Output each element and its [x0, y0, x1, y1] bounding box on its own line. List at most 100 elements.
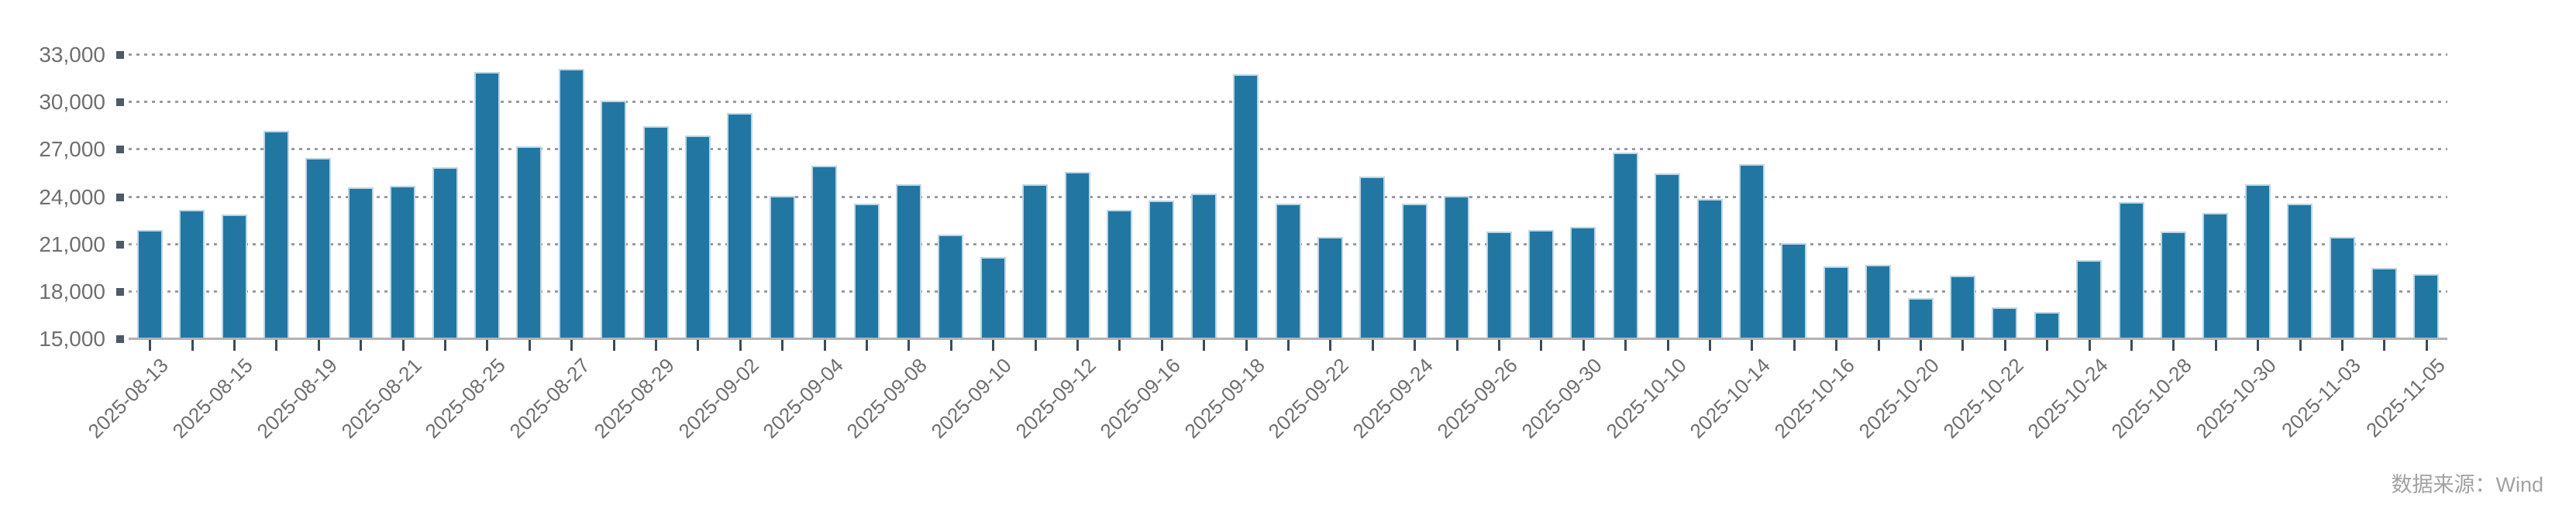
bar[interactable] — [727, 113, 753, 338]
x-axis-tick — [949, 340, 952, 351]
bar[interactable] — [179, 209, 205, 338]
x-axis-date-label: 2025-09-04 — [758, 353, 848, 443]
bar[interactable] — [558, 69, 584, 338]
bar[interactable] — [1949, 276, 1975, 338]
bar[interactable] — [1655, 173, 1681, 338]
x-axis-tick — [907, 340, 911, 351]
bar[interactable] — [1823, 266, 1849, 338]
bar[interactable] — [2329, 236, 2355, 338]
x-axis-tick — [655, 340, 657, 351]
x-axis-tick — [2299, 340, 2302, 351]
y-axis-tick-label: 24,000 — [39, 184, 105, 209]
x-axis-tick — [2172, 340, 2175, 351]
x-axis-tick — [1245, 340, 1248, 351]
bar[interactable] — [2118, 201, 2144, 338]
x-axis-tick — [866, 340, 868, 351]
bar[interactable] — [2244, 184, 2271, 338]
x-axis-tick — [1793, 340, 1796, 351]
x-axis-tick — [1709, 340, 1711, 351]
bar[interactable] — [1275, 203, 1301, 338]
x-axis-tick — [1076, 340, 1079, 351]
bar[interactable] — [1359, 177, 1386, 338]
bar[interactable] — [1865, 265, 1892, 338]
x-axis-date-label: 2025-09-22 — [1263, 353, 1354, 443]
x-axis-date-label: 2025-10-20 — [1854, 353, 1944, 443]
x-axis-tick — [360, 340, 363, 351]
x-axis-tick — [1287, 340, 1290, 351]
bar[interactable] — [2034, 312, 2060, 338]
bar[interactable] — [684, 136, 711, 338]
bar[interactable] — [2371, 268, 2397, 338]
x-axis-tick — [1160, 340, 1163, 351]
x-axis-date-label: 2025-09-16 — [1095, 353, 1185, 443]
x-axis-date-label: 2025-10-28 — [2106, 353, 2197, 443]
x-axis-date-label: 2025-10-22 — [1938, 353, 2028, 443]
bar[interactable] — [1401, 203, 1427, 338]
x-axis-tick — [401, 340, 405, 351]
bar[interactable] — [1781, 242, 1807, 338]
bar[interactable] — [2287, 203, 2313, 338]
bar[interactable] — [1696, 198, 1723, 338]
bar[interactable] — [221, 214, 247, 338]
bar[interactable] — [516, 146, 542, 338]
data-source-note: 数据来源：Wind — [2391, 473, 2543, 496]
bar[interactable] — [2160, 232, 2186, 338]
y-axis-tick-marker — [116, 51, 124, 59]
y-axis-tick-marker — [116, 287, 124, 296]
bar[interactable] — [769, 195, 795, 338]
x-axis-tick — [1329, 340, 1332, 351]
x-axis-date-label: 2025-10-24 — [2023, 353, 2113, 443]
bar[interactable] — [601, 101, 627, 338]
bar[interactable] — [2202, 212, 2229, 338]
y-axis-tick-label: 33,000 — [39, 43, 105, 67]
bar[interactable] — [1233, 74, 1259, 338]
bar[interactable] — [1486, 232, 1512, 338]
bar[interactable] — [2413, 274, 2440, 338]
bar[interactable] — [1570, 227, 1596, 338]
x-axis-tick — [1920, 340, 1922, 351]
bar[interactable] — [895, 184, 921, 338]
bar[interactable] — [474, 72, 500, 338]
x-axis-tick — [2130, 340, 2133, 351]
x-axis-tick — [2003, 340, 2006, 351]
bar[interactable] — [1149, 200, 1175, 338]
bar[interactable] — [1106, 209, 1132, 338]
x-axis-tick — [2341, 340, 2344, 351]
bar[interactable] — [1317, 236, 1343, 338]
bar[interactable] — [1738, 163, 1765, 338]
x-axis-tick — [1582, 340, 1585, 351]
x-axis-tick — [823, 340, 826, 351]
x-axis-tick — [528, 340, 531, 351]
x-axis-tick — [992, 340, 995, 351]
bar[interactable] — [938, 235, 964, 338]
bar[interactable] — [1992, 307, 2018, 338]
bar[interactable] — [811, 165, 838, 338]
x-axis-tick — [2046, 340, 2049, 351]
x-axis-tick — [2425, 340, 2428, 351]
bar[interactable] — [1907, 298, 1934, 338]
bar[interactable] — [305, 157, 332, 338]
bar[interactable] — [980, 257, 1006, 338]
x-axis-date-label: 2025-09-10 — [926, 353, 1017, 443]
x-axis-tick — [1118, 340, 1121, 351]
bar[interactable] — [347, 187, 374, 338]
bar[interactable] — [642, 125, 669, 338]
bar[interactable] — [432, 166, 458, 338]
bar[interactable] — [1612, 153, 1638, 338]
bar[interactable] — [2076, 260, 2102, 338]
bar[interactable] — [1190, 194, 1217, 338]
x-axis-tick — [233, 340, 236, 351]
bar[interactable] — [136, 230, 163, 338]
bar[interactable] — [1022, 184, 1049, 338]
bar[interactable] — [390, 186, 416, 338]
y-axis-tick-marker — [116, 335, 124, 343]
bar[interactable] — [1064, 171, 1090, 338]
bar[interactable] — [853, 203, 880, 338]
x-axis-date-label: 2025-10-14 — [1685, 353, 1775, 443]
x-axis-tick — [1751, 340, 1754, 351]
bar[interactable] — [1527, 230, 1554, 338]
bar[interactable] — [263, 130, 289, 338]
bar[interactable] — [1444, 195, 1470, 338]
x-axis-date-label: 2025-09-08 — [842, 353, 932, 443]
